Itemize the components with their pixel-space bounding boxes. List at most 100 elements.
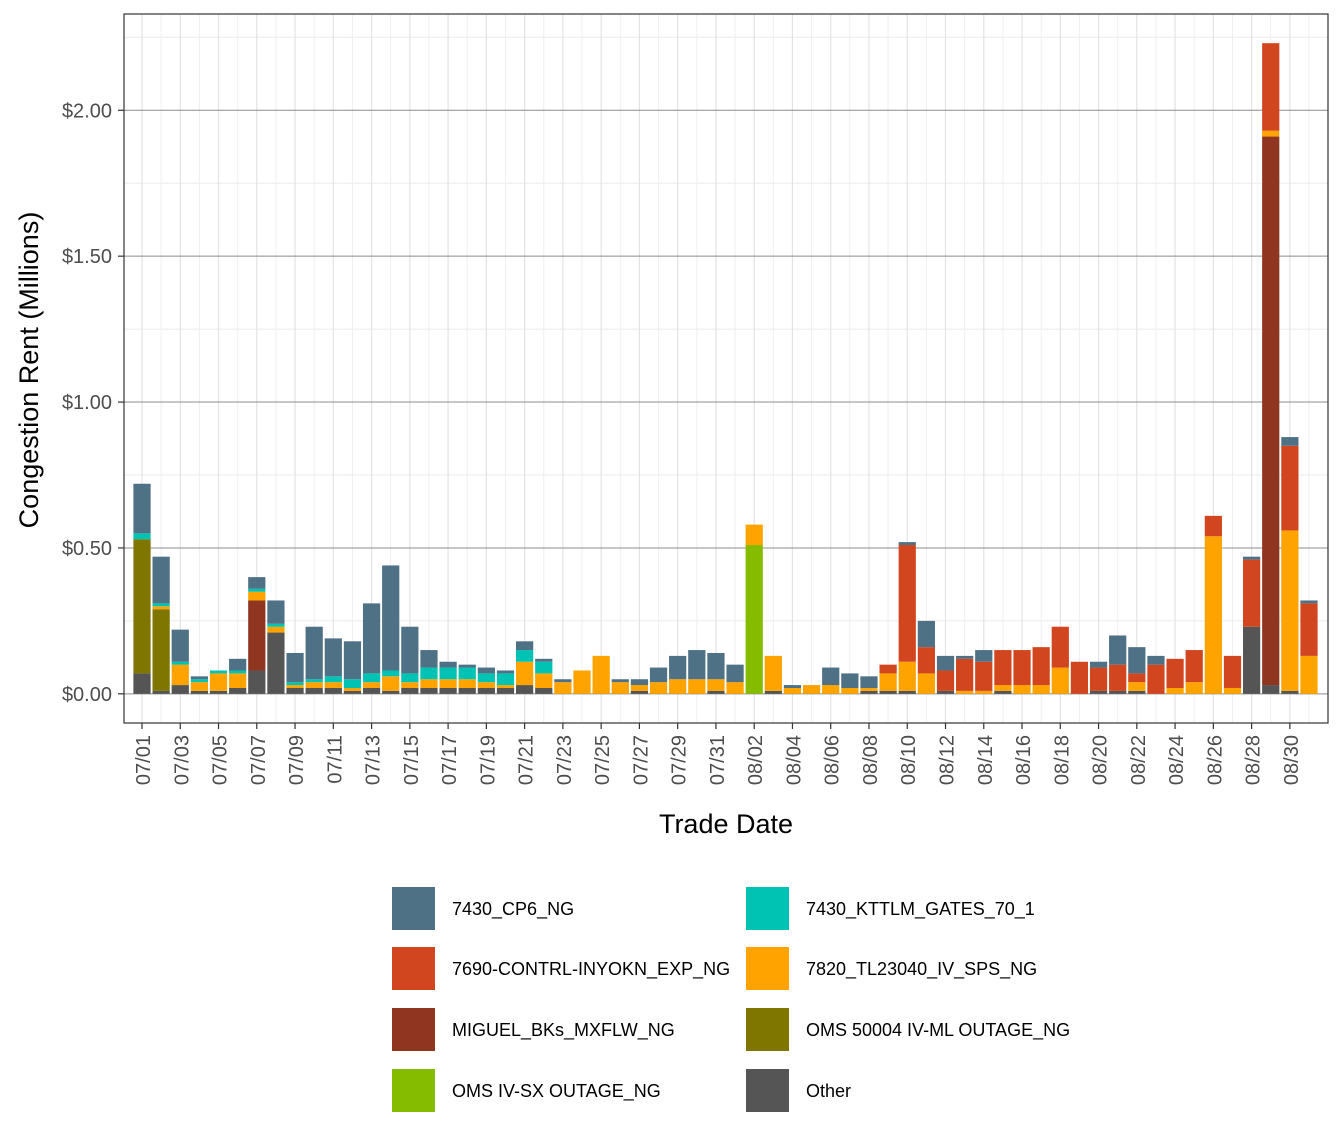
x-tick-label: 08/26 <box>1204 735 1226 785</box>
bar-segment <box>1013 685 1031 694</box>
bar-segment <box>343 679 362 688</box>
bar-segment <box>458 667 476 680</box>
bar-segment <box>1128 682 1146 691</box>
bar-segment <box>956 690 974 694</box>
bar-segment <box>1223 687 1242 694</box>
bar-segment <box>1032 685 1050 694</box>
bar-segment <box>975 650 993 662</box>
bar-segment <box>1243 626 1261 694</box>
bar-segment <box>994 685 1012 691</box>
bar-segment <box>707 652 725 680</box>
bar-segment <box>382 676 400 691</box>
x-tick-label: 08/20 <box>1090 735 1112 785</box>
legend-label: 7820_TL23040_IV_SPS_NG <box>806 959 1037 980</box>
legend-swatch <box>746 887 789 930</box>
bar-segment <box>1262 136 1280 686</box>
bar-segment <box>1109 664 1127 691</box>
bar-segment <box>1262 130 1280 137</box>
bar-segment <box>707 679 725 691</box>
legend-label: 7430_CP6_NG <box>452 899 574 920</box>
bar-segment <box>209 670 228 674</box>
bar-segment <box>516 650 534 662</box>
legend-swatch <box>746 947 789 990</box>
bar-segment <box>248 591 266 601</box>
x-tick-label: 08/30 <box>1281 735 1303 785</box>
bar-segment <box>209 673 228 691</box>
bar-segment <box>171 685 189 694</box>
y-tick-label: $0.00 <box>62 684 112 706</box>
x-tick-label: 07/31 <box>707 735 729 785</box>
bar-segment <box>745 524 763 546</box>
bar-segment <box>382 690 400 694</box>
legend-swatch <box>746 1008 789 1051</box>
bar-segment <box>956 655 974 659</box>
bar-segment <box>841 673 859 688</box>
bar-segment <box>860 690 878 694</box>
bar-segment <box>401 687 419 694</box>
bar-segment <box>975 690 993 694</box>
bar-segment <box>630 679 649 686</box>
legend-swatch <box>392 1069 435 1112</box>
bar-segment <box>458 687 476 694</box>
bar-segment <box>1166 658 1184 688</box>
bar-segment <box>516 685 534 694</box>
bar-segment <box>401 682 419 688</box>
bar-segment <box>439 679 457 688</box>
bar-segment <box>1281 690 1299 694</box>
legend-swatch <box>392 887 435 930</box>
legend-label: MIGUEL_BKs_MXFLW_NG <box>452 1020 675 1041</box>
bar-segment <box>1089 667 1108 691</box>
bar-segment <box>1300 603 1318 656</box>
y-axis-title: Congestion Rent (Millions) <box>14 212 44 529</box>
bar-segment <box>879 690 897 694</box>
bar-segment <box>898 690 916 694</box>
bar-segment <box>305 682 323 688</box>
legend-label: Other <box>806 1081 851 1101</box>
bar-segment <box>1128 673 1146 683</box>
bar-segment <box>917 673 935 694</box>
bar-segment <box>1147 664 1165 694</box>
bar-segment <box>420 667 438 680</box>
bar-segment <box>956 658 974 691</box>
bar-segment <box>343 687 362 691</box>
bar-segment <box>420 687 438 694</box>
bar-segment <box>286 685 304 688</box>
bar-segment <box>152 556 170 604</box>
x-tick-label: 07/19 <box>477 735 499 785</box>
x-tick-label: 07/27 <box>630 735 652 785</box>
bar-segment <box>535 687 553 694</box>
bar-segment <box>190 676 208 680</box>
x-tick-label: 08/04 <box>783 735 805 785</box>
bar-segment <box>994 690 1012 694</box>
bar-segment <box>611 682 629 694</box>
bar-segment <box>286 682 304 686</box>
x-tick-label: 08/28 <box>1243 735 1265 785</box>
x-tick-label: 07/15 <box>401 735 423 785</box>
bar-segment <box>324 676 342 683</box>
x-tick-label: 07/29 <box>669 735 691 785</box>
bar-segment <box>496 687 515 694</box>
bar-segment <box>1032 647 1050 686</box>
bar-segment <box>802 685 821 694</box>
bar-segment <box>133 483 151 534</box>
bar-segment <box>1204 536 1222 694</box>
bar-segment <box>898 661 916 691</box>
bar-segment <box>420 650 438 668</box>
bar-segment <box>267 623 285 627</box>
legend-label: 7430_KTTLM_GATES_70_1 <box>806 899 1035 920</box>
bar-segment <box>439 667 457 680</box>
bar-segment <box>286 687 304 694</box>
bar-segment <box>343 690 362 694</box>
bar-segment <box>229 673 247 688</box>
bar-segment <box>1051 626 1069 668</box>
bar-segment <box>477 667 495 674</box>
bar-segment <box>630 690 649 694</box>
bar-segment <box>267 600 285 624</box>
legend-label: 7690-CONTRL-INYOKN_EXP_NG <box>452 959 730 980</box>
bar-segment <box>917 620 935 648</box>
x-tick-label: 07/07 <box>248 735 270 785</box>
bar-segment <box>936 655 955 671</box>
x-tick-label: 08/24 <box>1166 735 1188 785</box>
